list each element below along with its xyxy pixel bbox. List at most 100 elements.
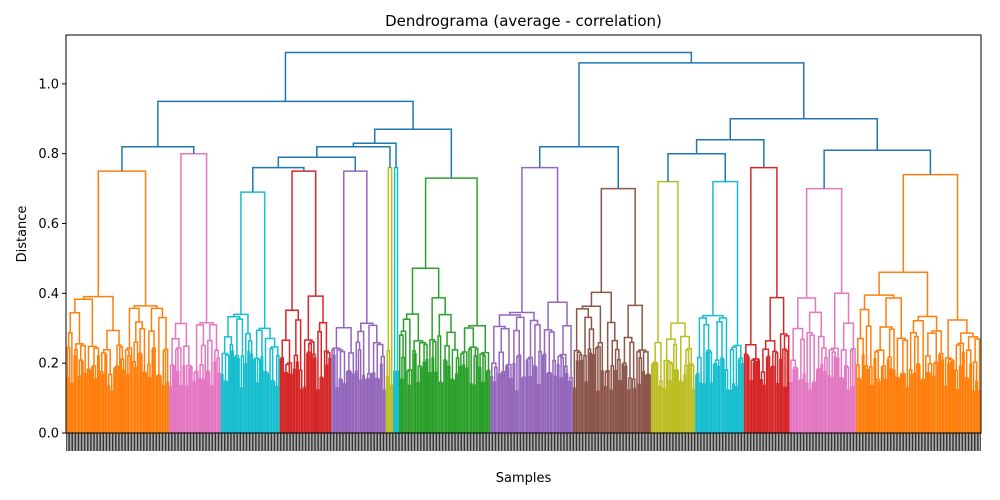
cluster-link xyxy=(784,350,788,433)
cluster-link xyxy=(272,380,276,433)
cluster-link xyxy=(116,344,122,367)
cluster-link xyxy=(376,378,380,433)
cluster-link xyxy=(515,316,525,378)
cluster-link xyxy=(698,317,708,358)
cluster-link xyxy=(631,378,636,433)
cluster-link xyxy=(917,364,921,433)
cluster-link xyxy=(960,332,974,344)
cluster-link xyxy=(199,364,204,380)
cluster-link xyxy=(617,358,621,433)
cluster-link xyxy=(712,364,716,433)
cluster-link xyxy=(972,361,978,392)
cluster-link xyxy=(462,364,466,433)
cluster-link xyxy=(183,345,190,366)
cluster-link xyxy=(275,385,279,433)
cluster-link xyxy=(236,318,244,357)
cluster-link xyxy=(431,297,446,340)
cluster-link xyxy=(528,376,532,433)
cluster-link xyxy=(416,382,420,433)
y-tick-label: 0.6 xyxy=(38,217,59,232)
cluster-link xyxy=(348,371,352,433)
cluster-link xyxy=(396,370,400,433)
cluster-link xyxy=(172,365,176,433)
cluster-link xyxy=(663,359,670,389)
cluster-link xyxy=(802,373,806,433)
cluster-link xyxy=(597,342,604,371)
cluster-link xyxy=(559,377,563,433)
cluster-link xyxy=(429,339,436,373)
cluster-link xyxy=(533,365,537,433)
cluster-link xyxy=(169,364,175,387)
cluster-link xyxy=(731,383,735,433)
cluster-link xyxy=(128,307,140,348)
cluster-link xyxy=(270,346,279,356)
cluster-link xyxy=(342,383,346,433)
cluster-link xyxy=(975,380,979,433)
cluster-link xyxy=(313,357,317,433)
cluster-link xyxy=(642,351,649,375)
cluster-link xyxy=(387,166,393,386)
cluster-link xyxy=(675,370,679,433)
cluster-link xyxy=(556,363,560,433)
cluster-link xyxy=(569,376,573,433)
cluster-link xyxy=(883,378,887,433)
cluster-link xyxy=(851,385,855,433)
cluster-link xyxy=(927,373,931,433)
cluster-link xyxy=(260,356,264,433)
cluster-link xyxy=(654,341,662,382)
merge-link xyxy=(729,118,879,151)
cluster-link xyxy=(811,382,815,433)
cluster-link xyxy=(390,384,394,433)
cluster-link xyxy=(264,372,269,433)
cluster-link xyxy=(121,369,125,433)
cluster-link xyxy=(444,345,450,367)
cluster-link xyxy=(516,356,520,433)
y-tick-label: 0.4 xyxy=(38,287,59,302)
cluster-link xyxy=(808,389,812,433)
cluster-link xyxy=(931,330,942,354)
cluster-link xyxy=(97,170,147,306)
cluster-link xyxy=(692,388,696,433)
cluster-link xyxy=(695,373,700,433)
cluster-link xyxy=(978,390,982,433)
cluster-link xyxy=(655,362,659,433)
cluster-13 xyxy=(789,187,856,433)
cluster-link xyxy=(680,381,684,433)
y-axis-label: Distance xyxy=(15,206,30,263)
cluster-link xyxy=(198,377,202,433)
cluster-link xyxy=(611,339,618,366)
cluster-link xyxy=(823,371,827,433)
cluster-link xyxy=(340,379,344,433)
cluster-link xyxy=(133,366,137,433)
cluster-link xyxy=(909,332,918,370)
cluster-link xyxy=(74,298,94,347)
cluster-link xyxy=(217,372,221,433)
cluster-link xyxy=(126,347,133,433)
cluster-link xyxy=(604,371,609,433)
cluster-link xyxy=(221,352,228,375)
cluster-link xyxy=(624,365,628,433)
cluster-8 xyxy=(490,166,573,433)
cluster-link xyxy=(666,361,672,364)
cluster-link xyxy=(947,362,951,433)
cluster-link xyxy=(316,389,320,433)
cluster-link xyxy=(708,351,713,433)
cluster-link xyxy=(592,354,595,433)
cluster-link xyxy=(411,267,440,315)
cluster-link xyxy=(446,331,456,350)
cluster-link xyxy=(463,327,475,353)
cluster-link xyxy=(179,385,183,433)
cluster-link xyxy=(662,388,666,433)
cluster-link xyxy=(941,359,945,433)
cluster-link xyxy=(771,365,775,433)
cluster-link xyxy=(734,385,738,433)
cluster-link xyxy=(562,324,572,378)
cluster-link xyxy=(927,363,933,433)
cluster-link xyxy=(73,355,77,433)
cluster-link xyxy=(162,350,167,433)
cluster-link xyxy=(175,348,179,433)
cluster-link xyxy=(880,366,884,433)
cluster-link xyxy=(486,369,491,433)
cluster-link xyxy=(684,364,688,433)
cluster-link xyxy=(93,377,97,433)
